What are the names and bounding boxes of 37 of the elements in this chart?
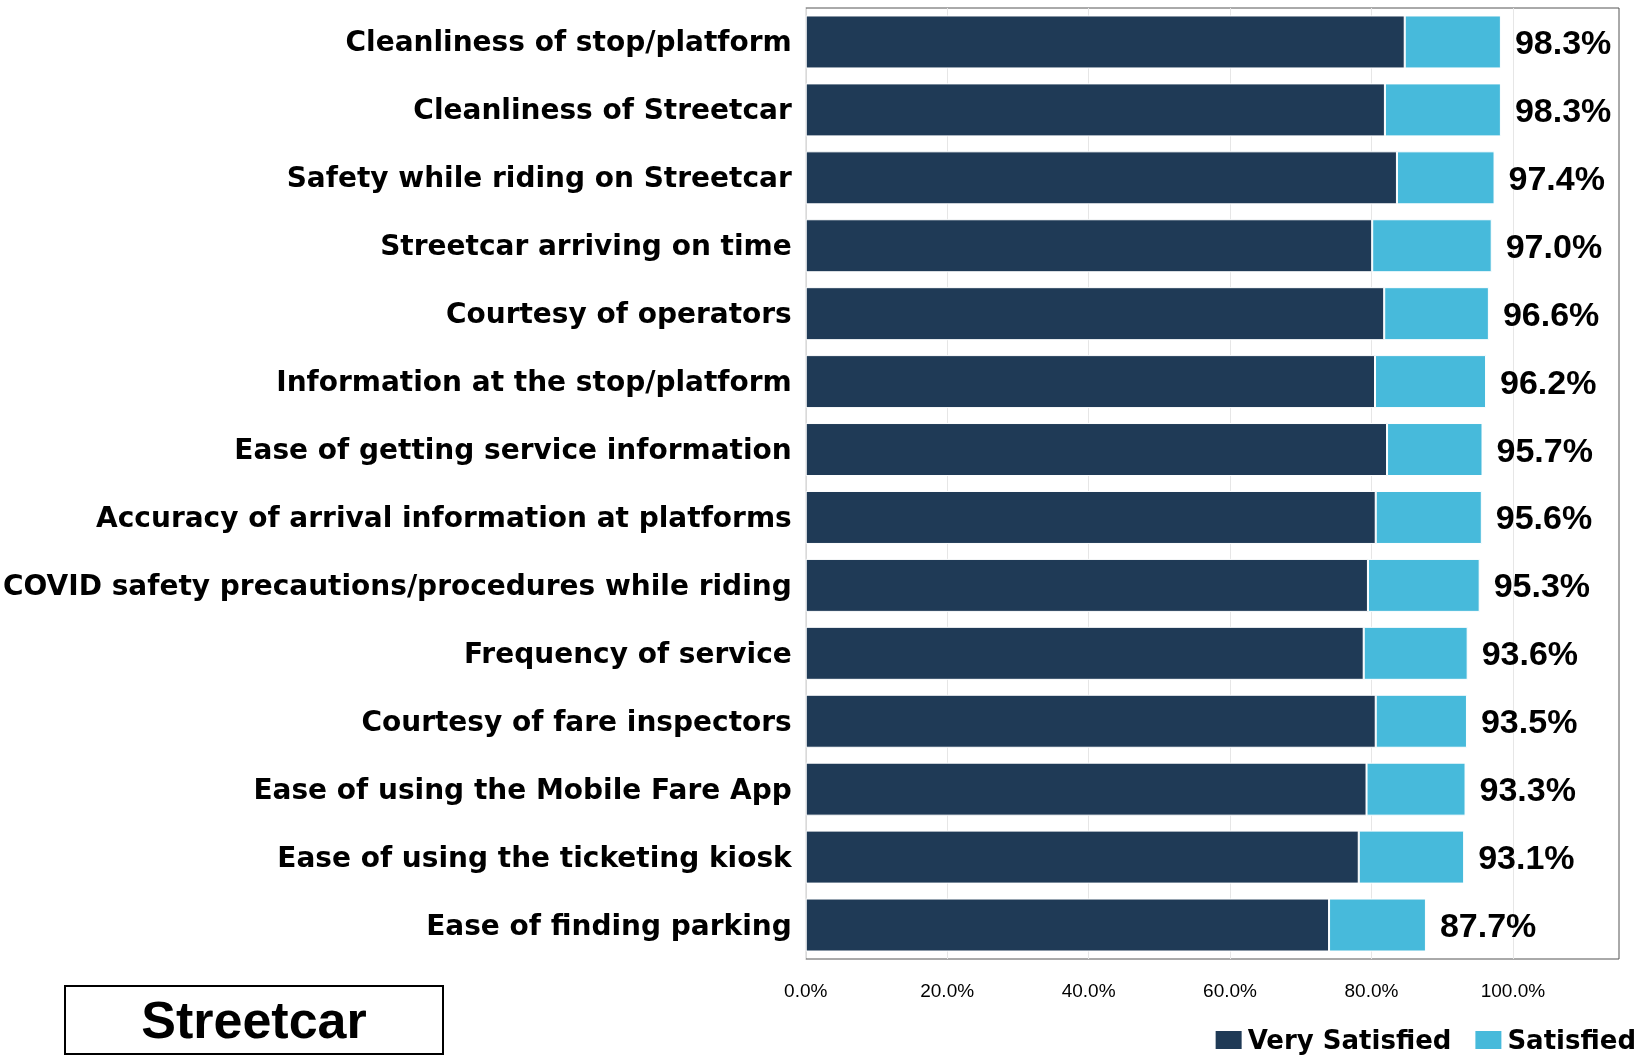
total-label: 87.7% <box>1439 906 1537 945</box>
y-tick-label: Accuracy of arrival information at platforms <box>96 500 792 534</box>
total-label: 93.1% <box>1478 838 1575 877</box>
y-tick-label: Courtesy of operators <box>445 297 792 331</box>
y-tick-label: Ease of getting service information <box>234 433 792 467</box>
y-tick-label: Cleanliness of Streetcar <box>413 93 792 127</box>
x-tick-label: 0.0% <box>784 980 828 1001</box>
y-tick-label: Ease of using the Mobile Fare App <box>253 772 792 806</box>
total-label: 97.0% <box>1505 226 1603 265</box>
total-label: 98.3% <box>1514 90 1612 129</box>
x-tick-label: 100.0% <box>1480 980 1546 1001</box>
total-label: 93.3% <box>1479 770 1576 809</box>
y-tick-label: Courtesy of fare inspectors <box>361 704 792 738</box>
y-tick-label: Frequency of service <box>464 636 792 670</box>
x-tick-label: 40.0% <box>1061 980 1116 1001</box>
total-label: 93.6% <box>1481 634 1579 673</box>
total-label: 95.6% <box>1495 498 1593 537</box>
y-tick-label: Information at the stop/platform <box>276 365 792 399</box>
total-label: 95.7% <box>1496 430 1593 469</box>
y-tick-label: COVID safety precautions/procedures while riding <box>3 568 792 602</box>
y-tick-label: Cleanliness of stop/platform <box>345 25 792 59</box>
total-label: 96.2% <box>1500 362 1597 401</box>
y-tick-label: Ease of finding parking <box>426 908 792 942</box>
total-label: 95.3% <box>1493 566 1591 605</box>
legend-label: Very Satisfied <box>1247 1025 1452 1055</box>
total-label: 98.3% <box>1514 22 1612 61</box>
x-tick-label: 20.0% <box>920 980 975 1001</box>
x-tick-label: 80.0% <box>1344 980 1399 1001</box>
total-label: 97.4% <box>1508 158 1605 197</box>
y-tick-label: Streetcar arriving on time <box>380 229 792 263</box>
total-label: 96.6% <box>1502 294 1600 333</box>
text: Streetcar <box>64 985 444 1055</box>
legend-label: Satisfied <box>1507 1025 1637 1055</box>
y-tick-label: Ease of using the ticketing kiosk <box>277 840 794 874</box>
x-tick-label: 60.0% <box>1203 980 1258 1001</box>
total-label: 93.5% <box>1480 702 1578 741</box>
y-tick-label: Safety while riding on Streetcar <box>286 161 792 195</box>
